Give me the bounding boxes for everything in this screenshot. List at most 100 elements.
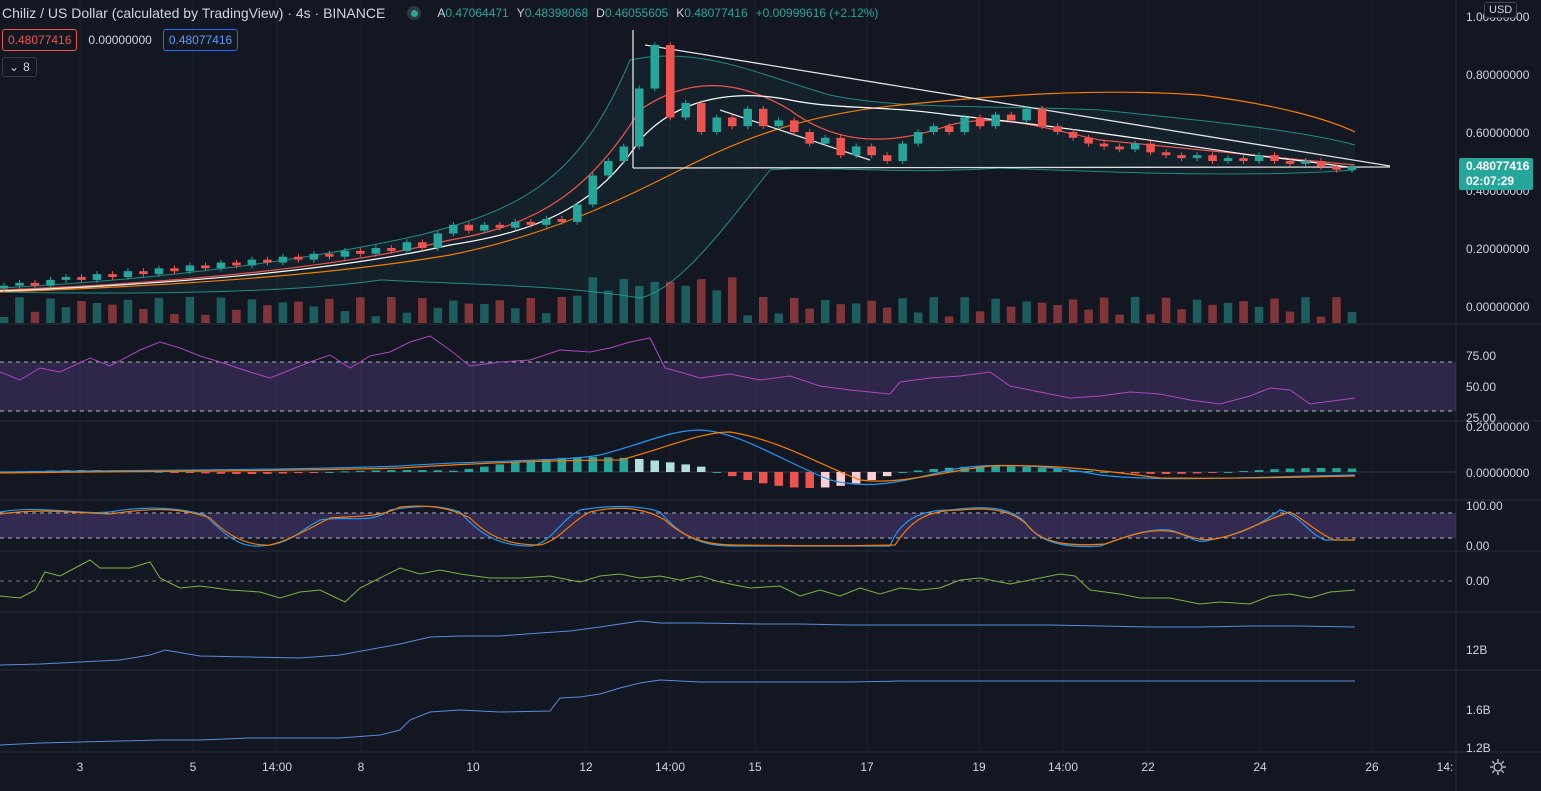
- macd-hist-bar: [371, 470, 381, 472]
- volume-bar: [340, 311, 350, 323]
- settings-gear-icon[interactable]: [1489, 758, 1507, 776]
- candle-body: [1037, 108, 1047, 127]
- candle-body: [1223, 158, 1233, 161]
- macd-hist-bar: [1161, 472, 1171, 474]
- volume-bar: [1316, 316, 1326, 323]
- candle-body: [604, 161, 613, 176]
- sell-button[interactable]: 0.48077416: [2, 29, 78, 51]
- macd-hist-bar: [774, 472, 783, 486]
- candle-body: [789, 120, 799, 132]
- ohlc-values: A0.47064471 Y0.48398068 D0.46055605 K0.4…: [437, 6, 879, 20]
- volume-bar: [650, 281, 660, 323]
- candle-body: [1332, 166, 1341, 170]
- candle-body: [1254, 155, 1264, 161]
- candle-body: [402, 242, 412, 251]
- volume-bars: [0, 277, 1357, 323]
- obv-tick: 12B: [1466, 643, 1487, 657]
- volume-bar: [542, 313, 551, 323]
- market-status-icon[interactable]: [407, 6, 422, 20]
- volume-bar: [758, 297, 768, 323]
- time-tick: 19: [972, 760, 986, 774]
- low-value: 0.46055605: [604, 6, 669, 20]
- time-axis[interactable]: 3 5 14:00 8 10 12 14:00 15 17 19 14:00 2…: [77, 760, 1454, 774]
- indicator-count: 8: [23, 60, 30, 74]
- open-value: 0.47064471: [445, 6, 509, 20]
- currency-button[interactable]: USD: [1484, 2, 1518, 18]
- macd-hist-bar: [1208, 472, 1217, 473]
- candle-body: [495, 224, 505, 228]
- volume-bar: [743, 315, 752, 323]
- volume-bar: [635, 285, 644, 323]
- volume-bar: [991, 298, 1000, 323]
- volume-bar: [185, 297, 195, 323]
- candle-body: [263, 259, 272, 263]
- price-axis[interactable]: 1.00000000 0.80000000 0.60000000 0.40000…: [1466, 10, 1530, 755]
- volume-bar: [789, 297, 799, 323]
- candle-body: [1115, 146, 1124, 150]
- candle-body: [309, 253, 319, 260]
- macd-hist-bar: [1270, 469, 1279, 472]
- macd-hist-bar: [433, 470, 443, 472]
- macd-hist-bar: [154, 471, 164, 473]
- macd-hist-bar: [170, 472, 179, 473]
- symbol-title[interactable]: Chiliz / US Dollar (calculated by Tradin…: [2, 5, 386, 21]
- macd-hist-bar: [511, 462, 520, 472]
- volume-bar: [30, 311, 40, 323]
- candle-body: [170, 268, 179, 272]
- volume-bar: [1146, 314, 1155, 323]
- candle-body: [77, 277, 86, 280]
- macd-blue-line: [0, 429, 1356, 486]
- macd-hist-bar: [1146, 472, 1155, 474]
- candle-body: [30, 282, 40, 286]
- candle-body: [944, 126, 954, 132]
- candle-body: [1130, 143, 1140, 150]
- macd-hist-bar: [650, 460, 660, 472]
- time-tick: 12: [579, 760, 593, 774]
- osc-line: [0, 559, 1356, 605]
- macd-hist-bar: [1084, 471, 1093, 472]
- stoch-band: [0, 513, 1456, 538]
- macd-hist-bar: [573, 457, 582, 472]
- candle-body: [573, 204, 582, 222]
- macd-hist-bar: [1022, 466, 1031, 472]
- candle-body: [1177, 155, 1186, 159]
- spread-value: 0.00000000: [88, 33, 152, 47]
- volume-bar: [464, 303, 474, 323]
- candle-body: [1022, 108, 1031, 121]
- macd-hist-bar: [309, 472, 319, 473]
- rsi-line: [0, 335, 1356, 405]
- volume-bar: [1223, 302, 1233, 323]
- candle-body: [294, 256, 303, 260]
- macd-hist-bar: [480, 466, 489, 472]
- candle-body: [588, 175, 598, 205]
- indicators-toggle-button[interactable]: ⌄ 8: [2, 57, 37, 77]
- volume-bar: [1161, 297, 1171, 323]
- macd-hist-bar: [588, 457, 598, 472]
- candle-body: [635, 88, 644, 147]
- candle-body: [185, 265, 195, 272]
- candle-body: [46, 279, 55, 286]
- volume-bar: [820, 300, 830, 323]
- time-tick: 14:00: [655, 760, 685, 774]
- buy-button[interactable]: 0.48077416: [162, 29, 239, 51]
- candle-body: [619, 146, 629, 161]
- macd-hist-bar: [1301, 468, 1310, 472]
- candle-body: [727, 117, 737, 127]
- volume-bar: [154, 297, 164, 323]
- macd-hist-bar: [1099, 471, 1109, 473]
- candle-body: [743, 108, 752, 127]
- volume-bar: [867, 300, 876, 323]
- macd-hist-bar: [1053, 469, 1062, 472]
- candle-body: [340, 250, 350, 257]
- candle-body: [836, 137, 845, 156]
- symbol-header[interactable]: Chiliz / US Dollar (calculated by Tradin…: [2, 4, 878, 22]
- macd-hist-bar: [294, 472, 303, 474]
- candle-body: [1270, 155, 1279, 161]
- candle-body: [356, 250, 365, 254]
- macd-hist-bar: [1192, 472, 1202, 474]
- candle-body: [108, 274, 117, 277]
- candle-body: [1285, 161, 1295, 164]
- macd-hist-bar: [201, 472, 210, 474]
